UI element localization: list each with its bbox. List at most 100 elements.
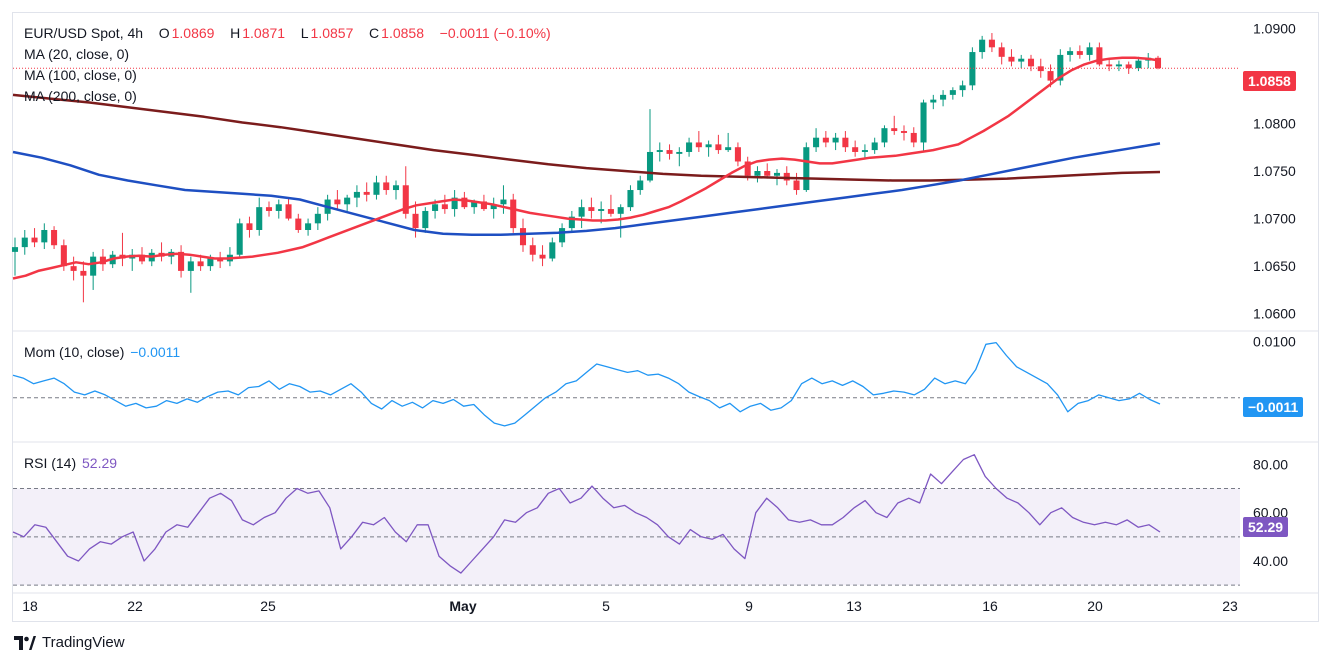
- candle-body: [373, 182, 380, 195]
- candle-body: [1106, 64, 1113, 67]
- candle: [1008, 49, 1015, 67]
- candle-body: [305, 223, 312, 230]
- candle-body: [539, 254, 546, 259]
- candle: [646, 109, 654, 183]
- candle: [861, 144, 868, 160]
- candle-body: [1154, 57, 1162, 69]
- candle-body: [11, 247, 19, 252]
- candle: [70, 256, 77, 281]
- mom-legend-label[interactable]: Mom (10, close): [24, 344, 125, 360]
- brand-name: TradingView: [42, 634, 125, 651]
- candle-body: [725, 147, 732, 151]
- candle: [930, 94, 937, 110]
- time-axis-tick: 23: [1222, 598, 1238, 614]
- candle-body: [988, 39, 995, 48]
- candle: [852, 140, 859, 157]
- rsi-legend-label[interactable]: RSI (14): [24, 455, 77, 471]
- candle-body: [871, 142, 878, 151]
- rsi-legend: RSI (14) 52.29: [24, 455, 119, 471]
- candle: [607, 194, 614, 217]
- candle: [353, 185, 360, 208]
- candle-body: [705, 144, 712, 148]
- candle: [578, 199, 585, 229]
- candle-body: [1076, 51, 1083, 55]
- candle-body: [285, 204, 292, 219]
- candle-body: [90, 256, 97, 276]
- candle-body: [559, 228, 566, 243]
- ma20-legend[interactable]: MA (20, close, 0): [24, 46, 130, 62]
- candle-body: [529, 245, 536, 255]
- mom-line: [12, 341, 1161, 427]
- candle-body: [1096, 47, 1103, 65]
- candle-body: [695, 142, 702, 148]
- ma100-legend[interactable]: MA (100, close, 0): [24, 67, 137, 83]
- candle-body: [1008, 56, 1015, 62]
- candle-body: [832, 137, 839, 143]
- candle-body: [422, 210, 429, 229]
- candle: [734, 142, 741, 167]
- candle-body: [1067, 51, 1074, 55]
- candle: [979, 35, 986, 59]
- candle: [910, 127, 917, 148]
- candle-body: [217, 258, 224, 262]
- candle-body: [715, 144, 722, 151]
- candle: [422, 207, 429, 233]
- candle: [1076, 45, 1083, 59]
- candle-body: [383, 182, 390, 191]
- candle-body: [1086, 47, 1093, 55]
- candle-body: [41, 229, 48, 243]
- candle: [715, 134, 722, 154]
- candle: [129, 249, 136, 271]
- symbol-label[interactable]: EUR/USD Spot, 4h: [24, 25, 144, 41]
- candle: [754, 166, 761, 183]
- candle-body: [891, 128, 898, 132]
- ma200-line: [12, 93, 1161, 182]
- candle-body: [275, 204, 282, 211]
- price-axis-tick: 1.0900: [1253, 20, 1296, 36]
- candle: [793, 172, 800, 195]
- candle-body: [138, 254, 146, 262]
- candle-body: [568, 216, 575, 229]
- candle: [441, 194, 448, 214]
- candle: [803, 142, 810, 192]
- ma200-legend[interactable]: MA (200, close, 0): [24, 88, 137, 104]
- time-axis-tick: 25: [260, 598, 276, 614]
- candle: [998, 42, 1005, 65]
- candle-body: [432, 204, 439, 211]
- candle-body: [99, 256, 106, 265]
- candle-body: [471, 201, 478, 208]
- candle: [392, 180, 400, 200]
- candle-body: [256, 207, 263, 230]
- time-axis-tick: 5: [602, 598, 610, 614]
- candle-body: [773, 172, 781, 176]
- candle: [1018, 54, 1025, 69]
- candle-body: [246, 223, 253, 230]
- candle-body: [1125, 64, 1132, 69]
- candle-body: [920, 102, 927, 143]
- candle: [891, 115, 898, 135]
- candle-body: [197, 261, 204, 267]
- candle: [1086, 42, 1093, 61]
- candle-body: [793, 180, 800, 191]
- candle-body: [334, 199, 341, 205]
- candle-body: [500, 199, 507, 205]
- candle-body: [80, 270, 87, 276]
- candle-body: [441, 204, 448, 210]
- candle-body: [1027, 58, 1035, 67]
- candle: [1115, 60, 1122, 72]
- candle: [617, 204, 624, 238]
- close-label: C: [369, 25, 380, 41]
- candle: [265, 201, 273, 217]
- time-axis-tick: May: [449, 598, 476, 614]
- time-axis-tick: 20: [1087, 598, 1103, 614]
- candle: [285, 197, 292, 221]
- rsi-value-tag: 52.29: [1243, 517, 1289, 537]
- candle: [295, 213, 302, 233]
- candle: [900, 125, 908, 141]
- candle: [51, 226, 58, 250]
- time-axis-tick: 22: [127, 598, 143, 614]
- candle: [373, 175, 380, 200]
- mom-legend-value: −0.0011: [130, 344, 181, 360]
- tradingview-logo[interactable]: TradingView: [14, 634, 125, 651]
